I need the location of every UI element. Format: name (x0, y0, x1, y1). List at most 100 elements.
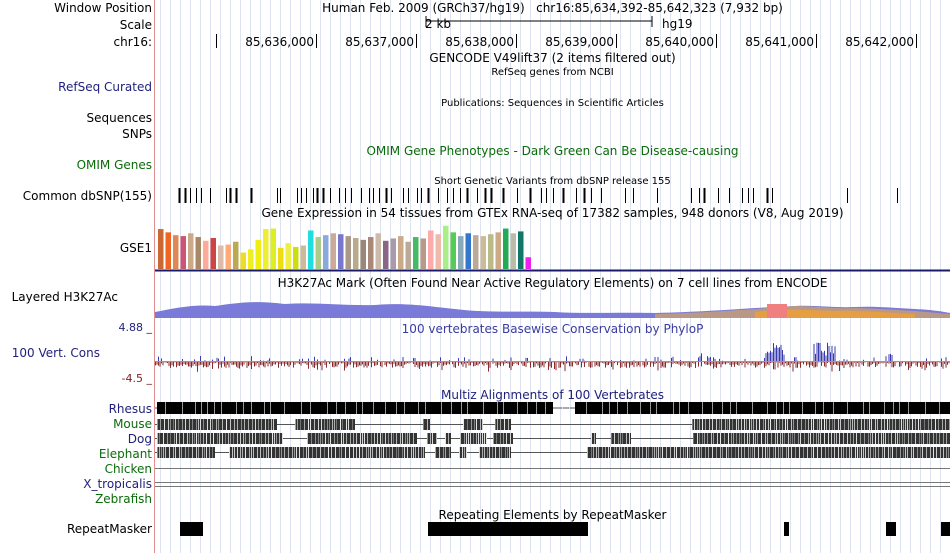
gtex-tissue-bar (240, 252, 246, 269)
dbsnp-title[interactable]: Short Genetic Variants from dbSNP releas… (434, 176, 671, 187)
dog-gap (261, 433, 262, 444)
conservation-neg-bar (713, 362, 714, 369)
dog-gap (911, 433, 912, 444)
conservation-neg-bar (572, 362, 573, 367)
mouse-gap (500, 419, 501, 430)
elephant-gap (748, 447, 749, 458)
species-elephant[interactable]: Elephant (98, 447, 152, 461)
conservation-pos-bar (582, 358, 584, 361)
conservation-neg-bar (506, 362, 507, 364)
elephant-gap (381, 447, 382, 458)
conservation-pos-bar (348, 358, 350, 361)
dog-gap (818, 433, 819, 444)
dog-gap (824, 433, 825, 444)
mouse-gap (899, 419, 900, 430)
conservation-neg-bar (863, 362, 864, 366)
gse1-label[interactable]: GSE1 (119, 241, 152, 255)
dog-gap (473, 433, 474, 444)
conservation-neg-bar (399, 362, 401, 367)
repeatmasker-label[interactable]: RepeatMasker (66, 522, 152, 536)
elephant-gap (464, 447, 465, 458)
layered-h3k27ac-label[interactable]: Layered H3K27Ac (11, 290, 118, 304)
mouse-gap (787, 419, 788, 430)
snps-label[interactable]: SNPs (122, 127, 152, 141)
species-chicken[interactable]: Chicken (104, 462, 152, 476)
gtex-tissue-bar (233, 241, 239, 269)
dog-gap (765, 433, 766, 444)
omim-title[interactable]: OMIM Gene Phenotypes - Dark Green Can Be… (366, 144, 739, 158)
conservation-neg-bar (404, 362, 405, 365)
rhesus-gap (847, 402, 848, 414)
common-dbsnp-label[interactable]: Common dbSNP(155) (22, 189, 152, 203)
elephant-gap (738, 447, 739, 458)
omim-genes-label[interactable]: OMIM Genes (76, 158, 152, 172)
browser-image[interactable] (155, 0, 950, 553)
mouse-gap (817, 419, 818, 430)
species-rhesus[interactable]: Rhesus (108, 402, 152, 416)
dog-gap (194, 433, 195, 444)
refseq-title[interactable]: RefSeq genes from NCBI (491, 67, 614, 78)
species-zebrafish[interactable]: Zebrafish (95, 492, 152, 506)
gtex-tissue-bar (173, 235, 179, 269)
h3k27ac-title[interactable]: H3K27Ac Mark (Often Found Near Active Re… (277, 276, 828, 290)
species-x-tropicalis[interactable]: X_tropicalis (83, 477, 152, 491)
conservation-neg-bar (945, 362, 947, 368)
gtex-title[interactable]: Gene Expression in 54 tissues from GTEx … (261, 206, 844, 220)
rhesus-gap (545, 402, 546, 414)
conservation-neg-bar (558, 362, 560, 368)
dog-gap (594, 433, 595, 444)
conservation-pos-bar (771, 352, 773, 361)
elephant-gap (308, 447, 309, 458)
conservation-neg-bar (849, 362, 851, 368)
conservation-pos-bar (776, 345, 777, 361)
gtex-tissue-bar (383, 240, 389, 269)
conservation-title[interactable]: 100 vertebrates Basewise Conservation by… (401, 322, 704, 336)
repeatmasker-title[interactable]: Repeating Elements by RepeatMasker (438, 508, 667, 522)
conservation-neg-bar (708, 362, 710, 365)
multiz-title[interactable]: Multiz Alignments of 100 Vertebrates (440, 388, 665, 402)
conservation-neg-bar (620, 362, 621, 368)
conservation-pos-bar (710, 356, 711, 361)
elephant-gap (596, 447, 597, 458)
conservation-pos-bar (510, 357, 512, 361)
mouse-gap (801, 419, 802, 430)
conservation-neg-bar (155, 362, 156, 366)
mouse-gap (942, 419, 943, 430)
mouse-gap (318, 419, 319, 430)
conservation-neg-bar (416, 362, 417, 366)
conservation-pos-bar (773, 343, 774, 361)
rhesus-gap (425, 402, 426, 414)
elephant-gap (913, 447, 914, 458)
conservation-neg-bar (374, 362, 375, 367)
elephant-gap (339, 447, 340, 458)
conservation-neg-bar (272, 362, 273, 366)
conservation-pos-bar (719, 358, 720, 361)
elephant-gap (232, 447, 233, 458)
mouse-block (295, 419, 355, 430)
elephant-gap (345, 447, 346, 458)
dog-gap (484, 433, 485, 444)
gtex-tissue-bar (398, 236, 404, 269)
elephant-gap (689, 447, 690, 458)
elephant-gap (163, 447, 164, 458)
mouse-gap (504, 419, 505, 430)
sequences-label[interactable]: Sequences (86, 111, 152, 125)
elephant-gap (676, 447, 677, 458)
conservation-neg-bar (330, 362, 332, 363)
publications-title[interactable]: Publications: Sequences in Scientific Ar… (441, 98, 664, 109)
conservation-neg-bar (651, 362, 653, 364)
elephant-gap (873, 447, 874, 458)
gencode-title[interactable]: GENCODE V49lift37 (2 items filtered out) (429, 51, 676, 65)
species-dog[interactable]: Dog (127, 432, 152, 446)
conservation-neg-bar (899, 362, 900, 367)
conservation-pos-bar (549, 358, 551, 361)
mouse-segment (692, 419, 950, 430)
species-mouse[interactable]: Mouse (113, 417, 152, 431)
conservation-pos-bar (827, 342, 828, 361)
100-vert-cons-label[interactable]: 100 Vert. Cons (11, 346, 100, 360)
gtex-tissue-bar (270, 228, 276, 269)
rhesus-gap (404, 402, 405, 414)
conservation-neg-bar (614, 362, 615, 364)
mouse-segment (157, 419, 277, 430)
refseq-curated-label[interactable]: RefSeq Curated (58, 80, 152, 94)
